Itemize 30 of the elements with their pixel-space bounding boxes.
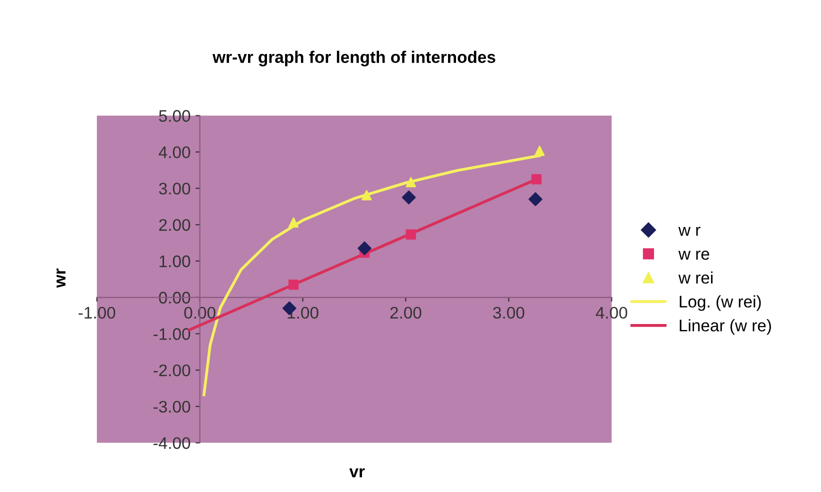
x-tick-label: 0.00 [184, 306, 216, 319]
point [531, 174, 542, 184]
point [288, 280, 299, 290]
point [406, 177, 416, 188]
point [358, 241, 372, 256]
point [362, 190, 372, 200]
legend-label: Log. (w rei) [680, 295, 761, 311]
legend-label: w rei [678, 271, 713, 284]
x-tick-label: 3.00 [493, 306, 524, 319]
point [534, 146, 545, 156]
y-tick-label: -2.00 [154, 364, 190, 376]
y-tick-label: -3.00 [154, 400, 190, 413]
y-tick-label: 1.00 [160, 255, 190, 268]
point [288, 217, 299, 228]
legend-label: w re [678, 250, 710, 260]
y-axis-title: wr [56, 268, 66, 288]
legend-label: Linear (w re) [680, 319, 771, 335]
y-tick-label: 4.00 [158, 146, 190, 158]
point [406, 229, 416, 240]
y-tick-label: -1.00 [154, 328, 190, 340]
x-tick-label: 4.00 [596, 306, 628, 319]
legend-label: w r [678, 226, 700, 236]
x-axis-title: vr [349, 468, 365, 478]
chart-title: wr-vr graph for length of internodes [212, 50, 496, 66]
x-tick-label: -1.00 [78, 306, 116, 319]
point [528, 192, 542, 206]
y-tick-label: 2.00 [159, 219, 190, 231]
y-tick-label: 3.00 [159, 182, 190, 195]
point [402, 190, 416, 204]
x-tick-label: 2.00 [390, 306, 422, 319]
